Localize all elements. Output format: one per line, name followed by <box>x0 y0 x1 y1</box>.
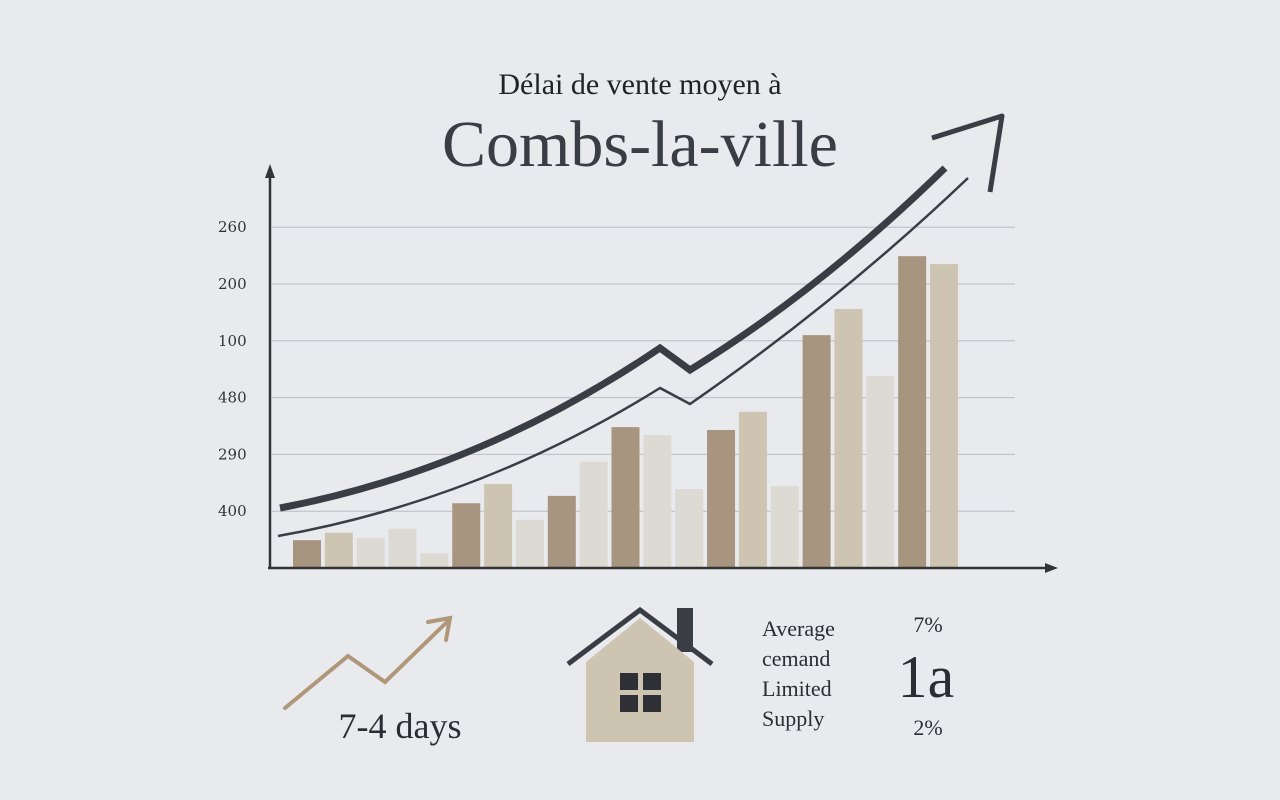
bar <box>675 489 704 568</box>
bar <box>515 519 544 568</box>
bar <box>834 308 863 568</box>
bar <box>324 532 353 568</box>
bar <box>388 528 417 568</box>
duration: 7-4 days <box>339 706 462 746</box>
bar <box>643 435 672 568</box>
stat-label: cemand <box>762 646 830 671</box>
stat-pct: 7% <box>913 612 942 637</box>
bar <box>484 483 513 568</box>
y-axis-arrow <box>265 164 275 178</box>
bar <box>707 429 736 568</box>
y-tick-label: 200 <box>218 275 247 293</box>
house-icon <box>566 606 714 742</box>
bar <box>898 256 927 568</box>
x-axis-arrow <box>1045 563 1058 573</box>
bar <box>770 486 799 568</box>
y-tick-label: 480 <box>218 389 247 407</box>
bar <box>866 376 895 568</box>
bar <box>452 503 481 568</box>
bar <box>738 411 767 568</box>
bar <box>611 427 640 568</box>
stat-label: Limited <box>762 676 832 701</box>
chart-title: Délai de vente moyen à <box>498 68 781 101</box>
bar <box>547 495 576 568</box>
y-tick-label: 100 <box>218 332 247 350</box>
bar <box>420 553 449 568</box>
bar <box>356 537 385 568</box>
y-tick-label: 400 <box>218 502 247 520</box>
stat-pct: 2% <box>913 715 942 740</box>
bar <box>802 335 831 568</box>
bar <box>579 461 608 568</box>
y-tick-label: 260 <box>218 218 247 236</box>
stat-label: Average <box>762 616 835 641</box>
stat-big: 1a <box>898 644 955 710</box>
trend-arrow <box>277 113 1005 538</box>
plot: 400 290 480 100 200 260 <box>218 218 1015 568</box>
chart-subtitle: Combs-la-ville <box>442 108 838 181</box>
bar <box>293 540 321 568</box>
mini-trend-icon <box>283 615 453 710</box>
bar <box>930 264 958 568</box>
stat-label: Supply <box>762 706 824 731</box>
y-tick-label: 290 <box>218 445 247 463</box>
